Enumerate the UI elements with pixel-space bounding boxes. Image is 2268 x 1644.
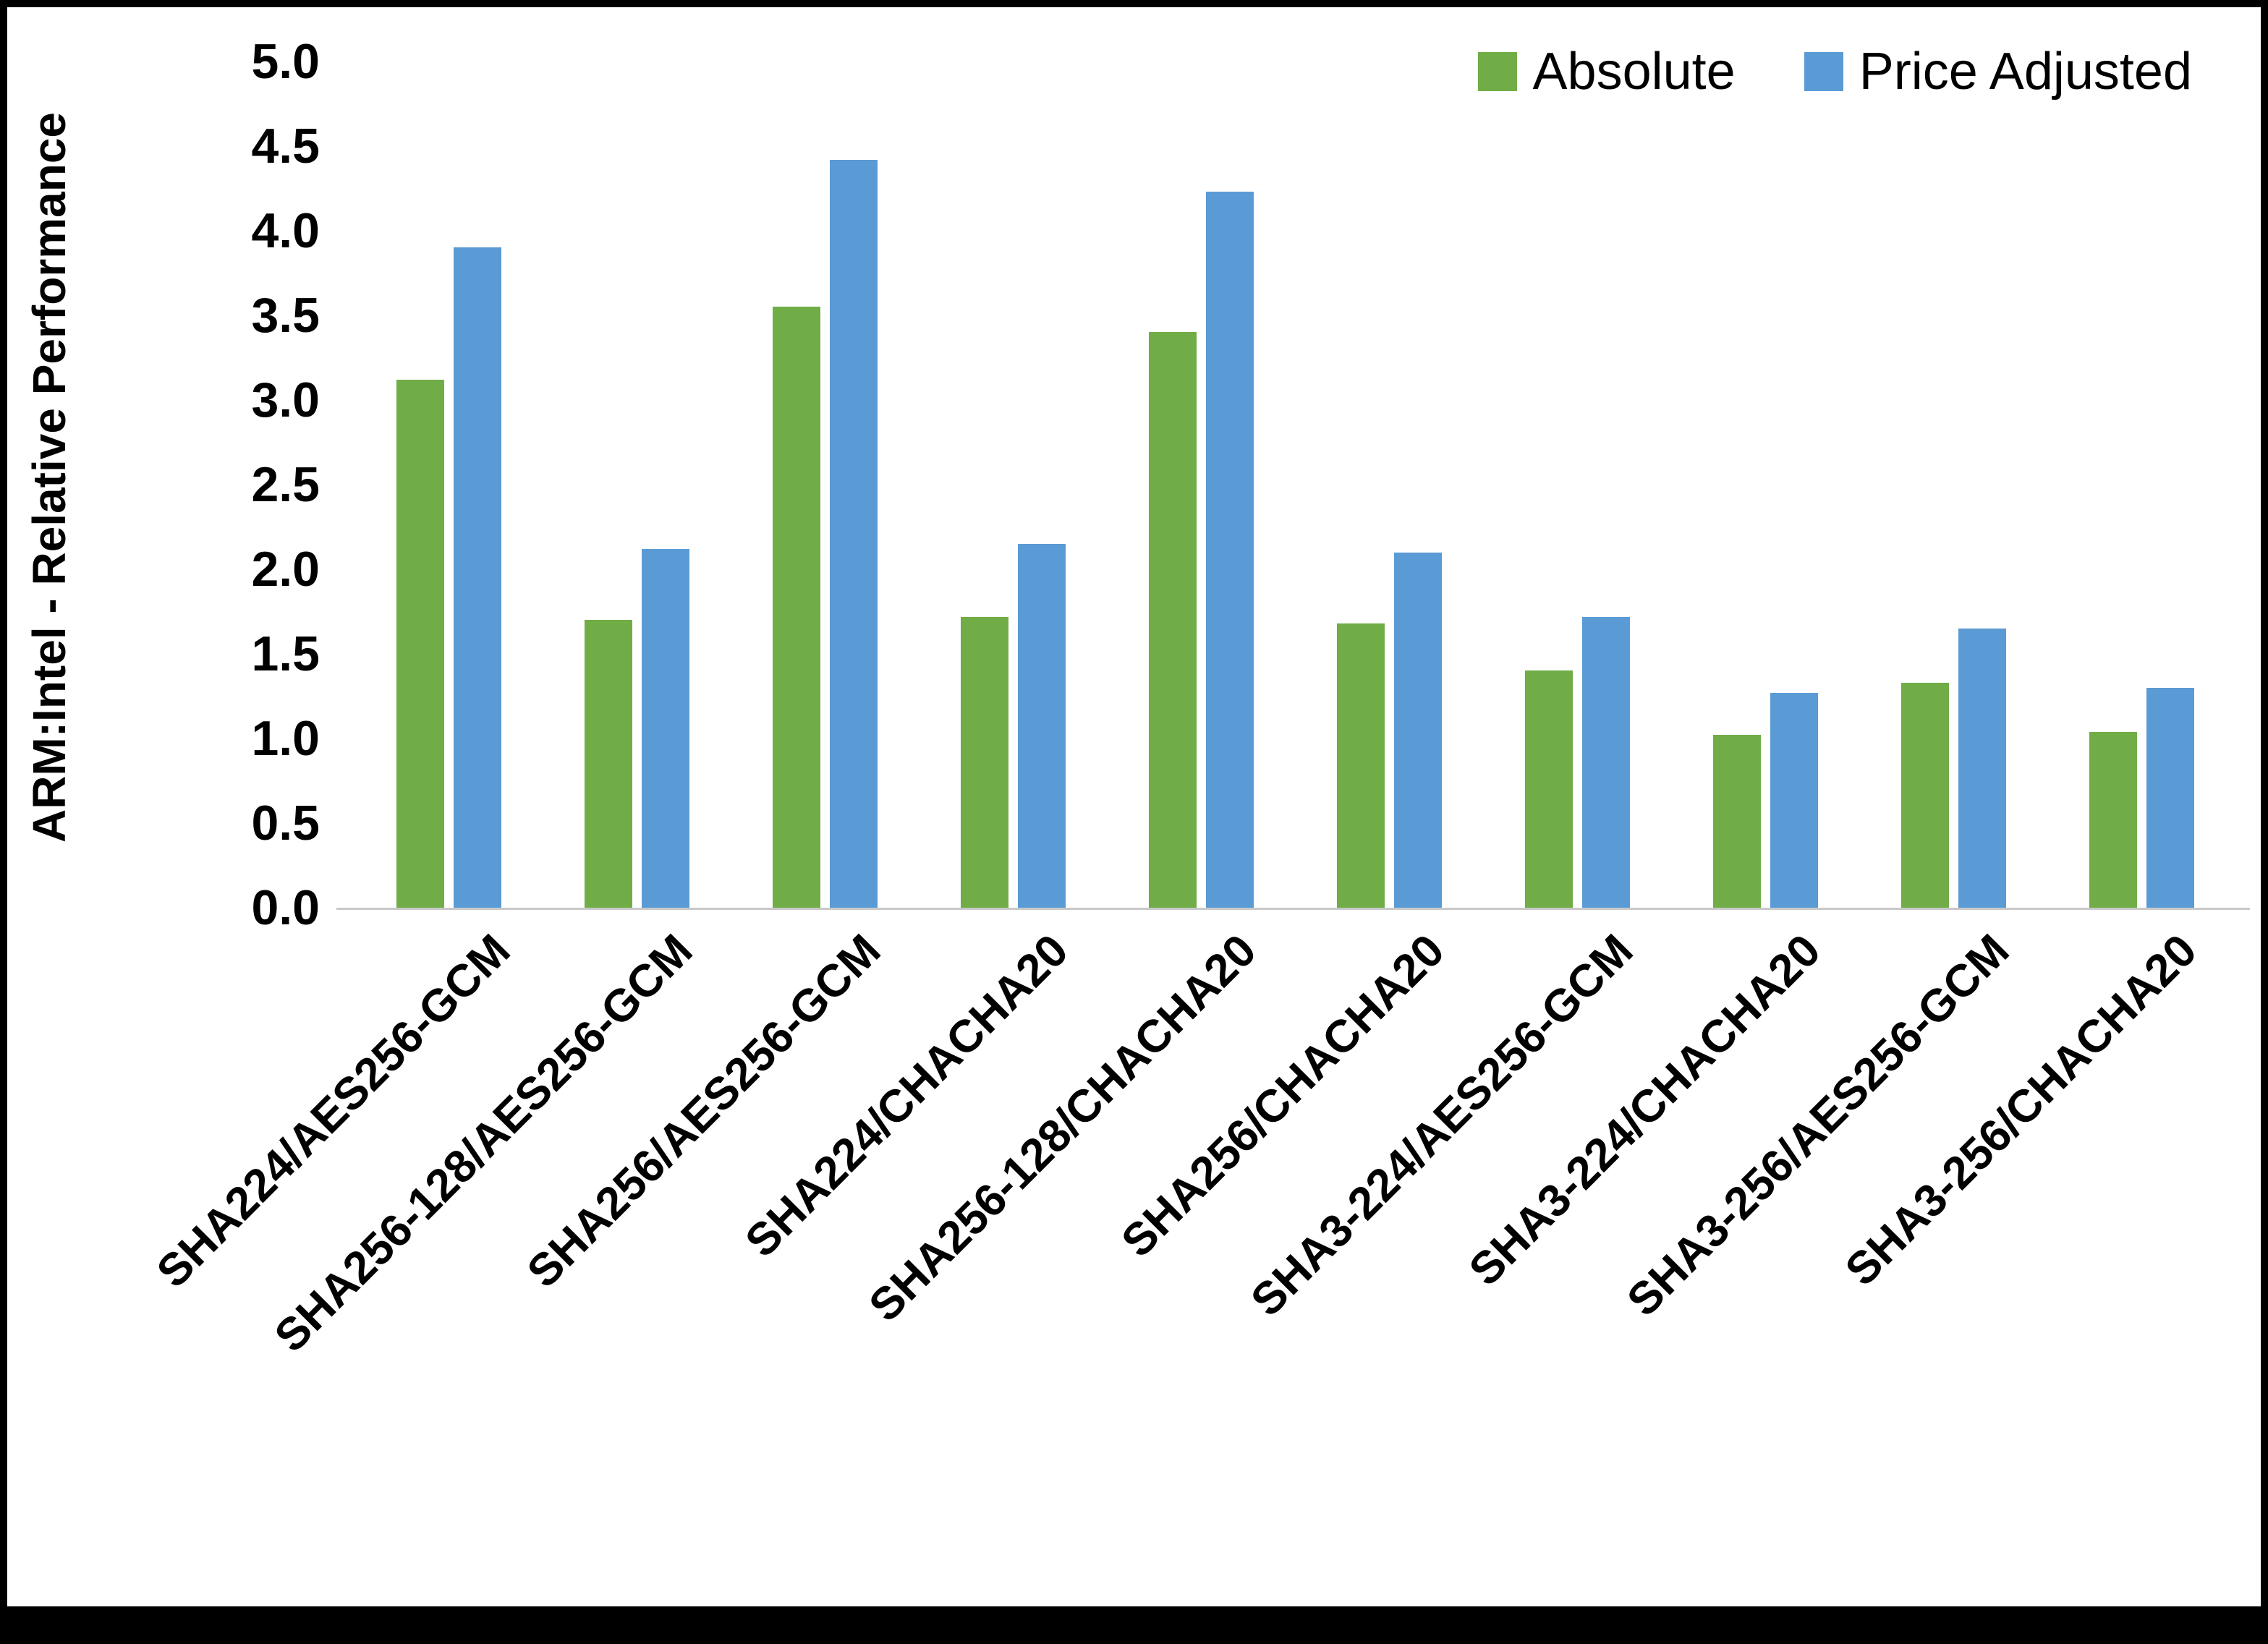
bar-price-adjusted bbox=[1393, 553, 1442, 908]
legend-label-price-adjusted: Price Adjusted bbox=[1859, 43, 2192, 101]
y-axis-tick-label: 1.5 bbox=[251, 626, 320, 681]
bar-price-adjusted bbox=[1958, 629, 2006, 908]
bar-price-adjusted bbox=[1581, 617, 1630, 908]
bar-absolute bbox=[1148, 332, 1197, 908]
y-axis-tick-label: 1.0 bbox=[251, 711, 320, 766]
bar-price-adjusted bbox=[641, 549, 689, 908]
x-axis-category-label: SHA3-224/CHACHA20 bbox=[1459, 924, 1831, 1296]
legend-item-price-adjusted: Price Adjusted bbox=[1804, 42, 2192, 101]
bar-absolute bbox=[1712, 735, 1761, 908]
bar-group bbox=[1107, 61, 1295, 908]
bar-absolute bbox=[1336, 623, 1385, 908]
x-axis-category-label: SHA3-256/CHACHA20 bbox=[1835, 924, 2207, 1296]
legend: Absolute Price Adjusted bbox=[1477, 42, 2192, 101]
x-axis-category-label: SHA3-256/AES256-GCM bbox=[1617, 924, 2019, 1326]
x-axis-line bbox=[336, 908, 2250, 910]
bar-absolute bbox=[584, 620, 632, 908]
y-axis-tick-label: 4.0 bbox=[251, 203, 320, 258]
bar-group bbox=[354, 61, 543, 908]
y-axis-tick-label: 0.0 bbox=[251, 880, 320, 935]
bar-group bbox=[1483, 61, 1671, 908]
bar-group bbox=[543, 61, 731, 908]
bar-group bbox=[2047, 61, 2235, 908]
plot-area bbox=[354, 61, 2235, 908]
x-axis-category-label: SHA3-224/AES256-GCM bbox=[1241, 924, 1643, 1326]
legend-swatch-price-adjusted bbox=[1804, 52, 1843, 91]
bar-group bbox=[731, 61, 919, 908]
bottom-border-bar bbox=[7, 1606, 2261, 1637]
y-axis-tick-label: 5.0 bbox=[251, 34, 320, 89]
bar-absolute bbox=[396, 380, 444, 908]
x-axis-category-label: SHA256-128/CHACHA20 bbox=[859, 924, 1267, 1332]
x-axis-label-anchor: SHA3-256/CHACHA20 bbox=[7, 924, 2207, 1295]
bar-group bbox=[1859, 61, 2047, 908]
legend-swatch-absolute bbox=[1477, 52, 1517, 91]
y-axis-tick-label: 2.0 bbox=[251, 542, 320, 597]
bar-price-adjusted bbox=[1017, 544, 1066, 908]
bar-price-adjusted bbox=[829, 160, 878, 908]
legend-label-absolute: Absolute bbox=[1532, 43, 1736, 101]
bar-absolute bbox=[1524, 670, 1573, 908]
bar-group bbox=[1295, 61, 1483, 908]
y-axis-tick-label: 0.5 bbox=[251, 796, 320, 851]
y-axis-tick-label: 2.5 bbox=[251, 457, 320, 512]
bar-absolute bbox=[960, 617, 1008, 908]
y-axis-tick-label: 3.0 bbox=[251, 372, 320, 427]
bar-absolute bbox=[2089, 732, 2137, 908]
bar-price-adjusted bbox=[2146, 688, 2194, 908]
bar-group bbox=[919, 61, 1107, 908]
bar-absolute bbox=[772, 307, 820, 908]
bar-price-adjusted bbox=[453, 247, 501, 908]
legend-item-absolute: Absolute bbox=[1477, 42, 1736, 101]
bar-group bbox=[1671, 61, 1859, 908]
x-axis-category-label: SHA224/AES256-GCM bbox=[147, 924, 520, 1298]
y-axis-tick-label: 4.5 bbox=[251, 119, 320, 174]
bar-absolute bbox=[1900, 683, 1949, 908]
bar-price-adjusted bbox=[1205, 192, 1254, 908]
x-axis-category-label: SHA256/AES256-GCM bbox=[517, 924, 891, 1298]
bar-price-adjusted bbox=[1770, 693, 1818, 908]
y-axis-tick-label: 3.5 bbox=[251, 288, 320, 343]
